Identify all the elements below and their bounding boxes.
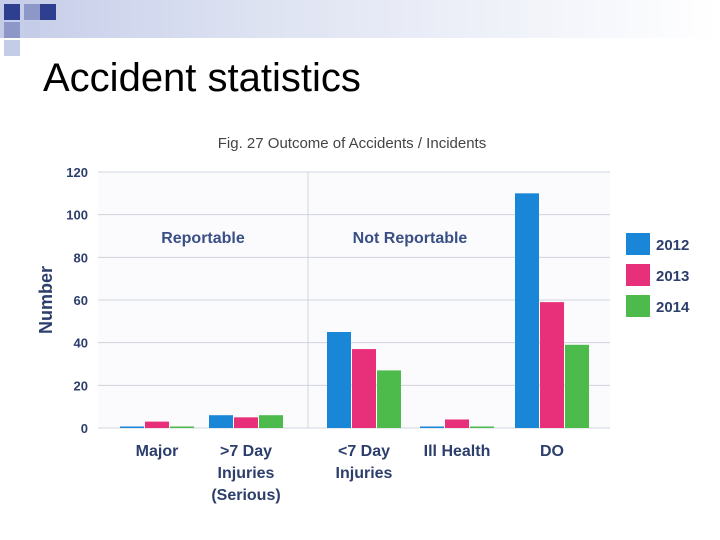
bar-2013-cat2	[352, 349, 376, 428]
bar-2014-cat2	[377, 370, 401, 428]
square-6	[4, 40, 20, 56]
legend-swatch-2014	[626, 295, 650, 317]
bar-2014-cat0	[170, 426, 194, 428]
bar-2014-cat4	[565, 344, 589, 428]
x-tick-label: Ill Health	[424, 443, 491, 460]
x-tick-label: DO	[540, 443, 564, 460]
bar-2014-cat1	[259, 415, 283, 428]
bar-2012-cat0	[120, 426, 144, 428]
square-3	[40, 4, 56, 20]
legend-swatch-2012	[626, 233, 650, 255]
decorative-squares	[0, 0, 60, 60]
slide-title: Accident statistics	[43, 56, 361, 100]
square-1	[4, 4, 20, 20]
legend-label: 2013	[656, 268, 689, 285]
bar-2014-cat3	[470, 426, 494, 428]
annotation-label: Reportable	[161, 230, 245, 247]
bar-2012-cat2	[327, 332, 351, 428]
bar-2013-cat3	[445, 419, 469, 428]
x-tick-label: (Serious)	[211, 487, 280, 504]
square-2	[24, 4, 40, 20]
x-tick-label: <7 Day	[338, 443, 390, 460]
bar-2013-cat0	[145, 421, 169, 428]
y-tick-label: 20	[74, 378, 88, 393]
legend-label: 2014	[656, 299, 690, 316]
y-tick-label: 40	[74, 336, 88, 351]
legend-label: 2012	[656, 237, 689, 254]
x-tick-label: Injuries	[336, 465, 393, 482]
chart-title: Fig. 27 Outcome of Accidents / Incidents	[218, 135, 486, 152]
x-tick-label: Injuries	[218, 465, 275, 482]
bar-2012-cat3	[420, 426, 444, 428]
bar-2013-cat1	[234, 417, 258, 428]
bar-2012-cat4	[515, 193, 539, 428]
annotation-label: Not Reportable	[353, 230, 468, 247]
y-axis-label: Number	[36, 266, 56, 334]
x-tick-label: >7 Day	[220, 443, 272, 460]
bar-2012-cat1	[209, 415, 233, 428]
bar-2013-cat4	[540, 302, 564, 428]
square-4	[4, 22, 20, 38]
y-tick-label: 120	[66, 165, 88, 180]
y-tick-label: 60	[74, 293, 88, 308]
square-5	[24, 22, 40, 38]
x-tick-label: Major	[136, 443, 179, 460]
y-tick-label: 100	[66, 208, 88, 223]
top-band	[0, 0, 720, 38]
legend-swatch-2013	[626, 264, 650, 286]
y-tick-label: 0	[81, 421, 88, 436]
y-tick-label: 80	[74, 250, 88, 265]
